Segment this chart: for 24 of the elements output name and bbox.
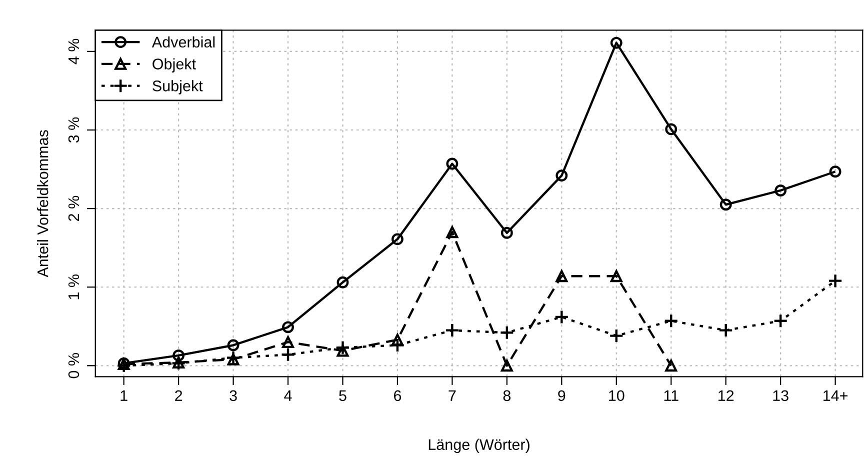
x-tick-label: 12 xyxy=(718,390,734,401)
x-tick-label: 14+ xyxy=(824,390,848,401)
x-tick-label: 11 xyxy=(664,390,678,401)
x-tick-label: 2 xyxy=(175,390,182,401)
y-tick-label: 3 % xyxy=(68,117,80,143)
y-axis-title: Anteil Vorfeldkommas xyxy=(37,130,48,278)
y-tick-label: 2 % xyxy=(68,196,80,221)
x-tick-label: 13 xyxy=(773,390,788,402)
x-tick-label: 5 xyxy=(339,390,346,402)
legend-label: Objekt xyxy=(152,58,196,72)
x-axis-title: Länge (Wörter) xyxy=(428,438,530,454)
legend-label: Subjekt xyxy=(152,80,203,94)
y-tick-label: 4 % xyxy=(68,38,80,64)
x-tick-label: 9 xyxy=(558,390,566,402)
y-tick-label: 1 % xyxy=(68,274,80,300)
x-tick-label: 6 xyxy=(394,390,402,402)
x-tick-label: 3 xyxy=(230,390,237,402)
x-tick-label: 1 xyxy=(120,390,128,401)
legend-label: Adverbial xyxy=(152,36,215,48)
x-tick-label: 4 xyxy=(284,390,292,401)
x-tick-label: 7 xyxy=(448,390,456,401)
x-tick-label: 8 xyxy=(503,390,511,402)
y-tick-label: 0 % xyxy=(68,353,80,378)
x-tick-label: 10 xyxy=(609,390,624,402)
